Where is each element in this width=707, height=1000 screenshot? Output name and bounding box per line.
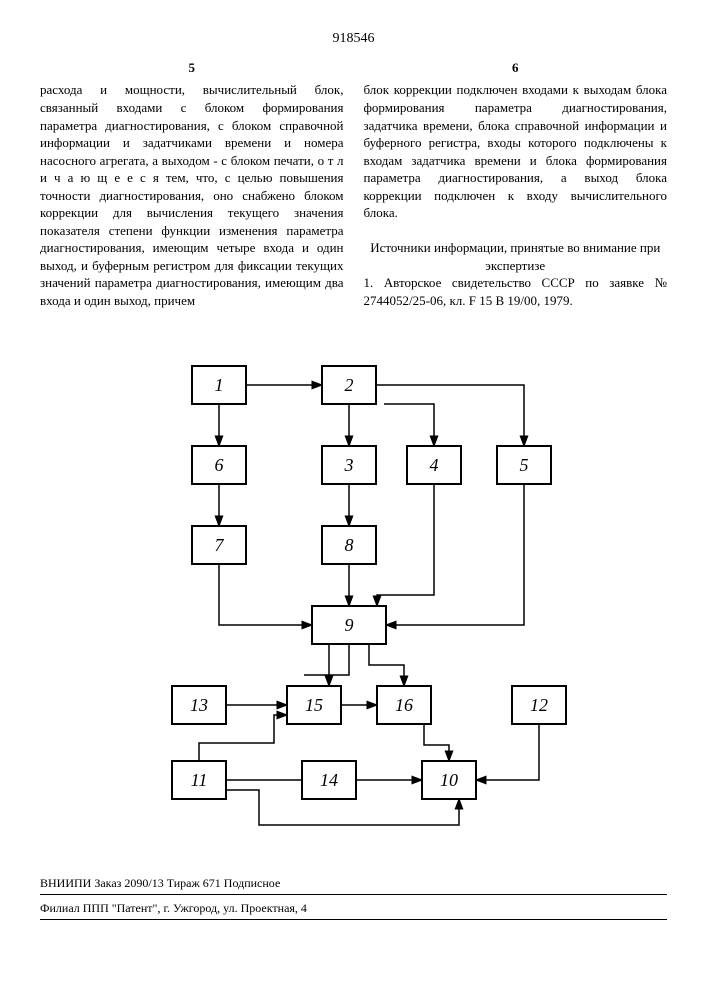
edge-16-10 [424, 724, 449, 761]
node-label-16: 16 [395, 695, 413, 715]
node-label-2: 2 [344, 375, 353, 395]
edge-2-5 [376, 385, 524, 446]
edge-5-9 [386, 484, 524, 625]
node-label-6: 6 [214, 455, 223, 475]
footer-line2: Филиал ППП "Патент", г. Ужгород, ул. Про… [40, 900, 667, 920]
sources-heading: Источники информации, принятые во вниман… [364, 239, 668, 274]
edge-9-16 [369, 644, 404, 686]
node-label-1: 1 [214, 375, 223, 395]
sources-text: 1. Авторское свидетельство СССР по заявк… [364, 274, 668, 309]
edge-12-10 [476, 724, 539, 780]
edge-7-9 [219, 564, 312, 625]
node-label-4: 4 [429, 455, 438, 475]
left-col-text: расхода и мощности, вычислительный блок,… [40, 81, 344, 309]
node-label-15: 15 [305, 695, 323, 715]
node-label-10: 10 [440, 770, 458, 790]
left-column: 5 расхода и мощности, вычислительный бло… [40, 59, 344, 310]
node-label-14: 14 [320, 770, 338, 790]
footer-line1: ВНИИПИ Заказ 2090/13 Тираж 671 Подписное [40, 875, 667, 895]
node-label-11: 11 [190, 770, 207, 790]
edge-2-4 [384, 404, 434, 446]
node-label-8: 8 [344, 535, 353, 555]
edge-4-9 [377, 484, 434, 606]
node-label-5: 5 [519, 455, 528, 475]
node-label-9: 9 [344, 615, 353, 635]
node-label-7: 7 [214, 535, 224, 555]
right-col-text: блок коррекции подключен входами к выход… [364, 81, 668, 221]
node-label-13: 13 [190, 695, 208, 715]
node-label-3: 3 [343, 455, 353, 475]
footer: ВНИИПИ Заказ 2090/13 Тираж 671 Подписное… [40, 875, 667, 920]
right-column: 6 блок коррекции подключен входами к вых… [364, 59, 668, 310]
block-diagram: 12345678910111213141516 [104, 335, 604, 845]
edge-9-out [304, 644, 349, 675]
left-col-label: 5 [40, 59, 344, 77]
right-col-label: 6 [364, 59, 668, 77]
page-number: 918546 [40, 30, 667, 49]
text-columns: 5 расхода и мощности, вычислительный бло… [40, 59, 667, 310]
node-label-12: 12 [530, 695, 548, 715]
